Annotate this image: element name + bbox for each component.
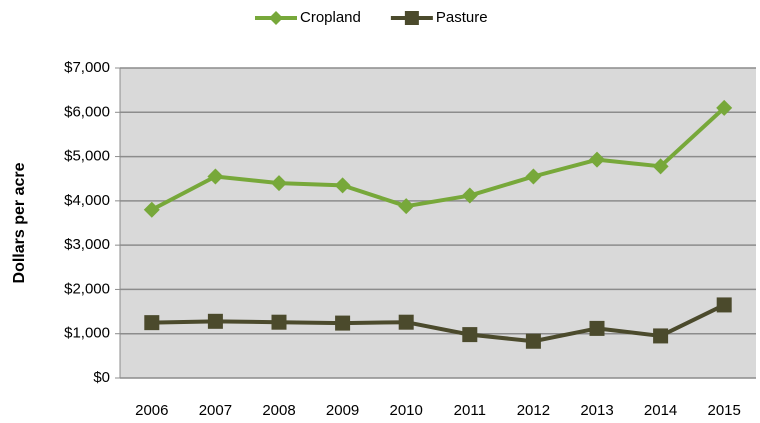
legend-label: Pasture [436, 9, 488, 26]
y-tick-label: $4,000 [64, 192, 110, 209]
x-tick-label: 2007 [199, 402, 232, 419]
y-tick-label: $7,000 [64, 59, 110, 76]
data-point [716, 297, 732, 313]
data-point [462, 327, 478, 343]
legend-marker [404, 11, 419, 25]
y-tick-label: $2,000 [64, 280, 110, 297]
data-point [716, 99, 733, 116]
x-tick-label: 2009 [326, 402, 359, 419]
data-point [143, 201, 160, 218]
y-tick-label: $6,000 [64, 103, 110, 120]
x-tick-label: 2011 [454, 402, 486, 419]
series-line [150, 106, 726, 212]
data-point [207, 313, 223, 329]
data-point [334, 177, 351, 194]
data-point [335, 315, 351, 331]
y-axis-label: Dollars per acre [11, 162, 28, 283]
y-tick-label: $0 [93, 369, 110, 386]
data-point [207, 168, 224, 185]
data-point [461, 187, 478, 204]
data-point [271, 314, 287, 330]
data-point [652, 158, 669, 175]
x-tick-label: 2015 [708, 402, 741, 419]
data-point [525, 333, 541, 349]
data-point [398, 314, 414, 330]
data-point [144, 315, 160, 331]
x-tick-label: 2014 [644, 402, 677, 419]
x-tick-label: 2012 [517, 402, 550, 419]
series-line [151, 303, 726, 344]
data-point [589, 320, 605, 336]
x-tick-label: 2013 [580, 402, 613, 419]
y-tick-label: $1,000 [64, 325, 110, 342]
legend-label: Cropland [300, 9, 361, 26]
y-tick-label: $5,000 [64, 148, 110, 165]
data-point [589, 151, 605, 168]
data-point [653, 328, 669, 344]
data-point [398, 198, 415, 215]
x-tick-label: 2006 [135, 402, 168, 419]
data-point [525, 168, 542, 185]
y-tick-label: $3,000 [64, 236, 110, 253]
data-point [271, 175, 287, 192]
x-tick-label: 2010 [390, 402, 423, 419]
plot-background [120, 68, 756, 378]
legend-marker [269, 11, 283, 25]
x-tick-label: 2008 [262, 402, 295, 419]
